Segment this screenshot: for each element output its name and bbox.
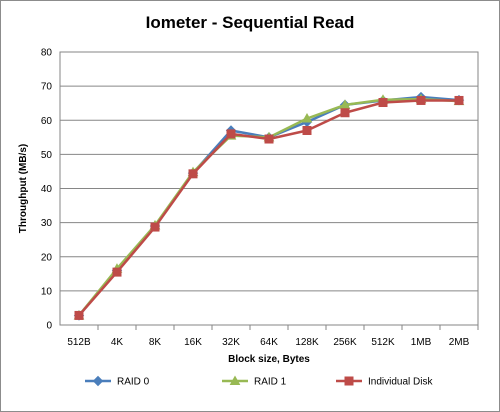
x-tick-label: 16K xyxy=(184,337,202,348)
legend-marker xyxy=(229,375,241,385)
legend-label: RAID 0 xyxy=(117,377,150,388)
data-point xyxy=(74,310,84,320)
x-tick-label: 256K xyxy=(333,337,357,348)
data-point xyxy=(454,95,464,105)
data-point xyxy=(264,134,274,144)
data-point xyxy=(188,169,198,179)
y-tick-label: 50 xyxy=(41,150,53,161)
y-axis-ticks: 0 10 20 30 40 50 60 70 80 xyxy=(41,48,53,332)
gridlines xyxy=(60,51,478,326)
data-point xyxy=(378,98,388,108)
series-line xyxy=(78,95,460,317)
x-axis-title: Block size, Bytes xyxy=(228,354,310,365)
x-tick-label: 4K xyxy=(111,337,124,348)
x-tick-label: 512B xyxy=(67,337,91,348)
data-point xyxy=(226,129,236,139)
series-individual-disk xyxy=(74,95,464,320)
legend-label: Individual Disk xyxy=(368,377,433,388)
y-tick-label: 30 xyxy=(41,218,53,229)
legend-marker xyxy=(344,376,354,386)
y-tick-label: 40 xyxy=(41,184,53,195)
chart-title: Iometer - Sequential Read xyxy=(146,13,355,32)
x-tick-label: 512K xyxy=(371,337,395,348)
data-point xyxy=(112,267,122,277)
data-point xyxy=(416,95,426,105)
y-tick-label: 0 xyxy=(46,321,52,332)
x-tick-label: 1MB xyxy=(411,337,432,348)
x-tick-label: 64K xyxy=(260,337,278,348)
x-tick-label: 2MB xyxy=(449,337,470,348)
y-tick-label: 60 xyxy=(41,116,53,127)
x-axis-ticks: 512B 4K 8K 16K 32K 64K 128K 256K 512K 1MB 2MB xyxy=(67,325,479,348)
x-tick-label: 32K xyxy=(222,337,240,348)
legend-label: RAID 1 xyxy=(254,377,287,388)
data-point xyxy=(150,222,160,232)
series-raid-0 xyxy=(73,91,465,321)
data-point xyxy=(340,108,350,118)
legend-marker xyxy=(92,375,104,387)
series-line xyxy=(78,97,460,317)
y-tick-label: 10 xyxy=(41,286,53,297)
y-tick-label: 80 xyxy=(41,48,53,59)
series-group xyxy=(73,91,465,321)
x-tick-label: 8K xyxy=(149,337,162,348)
series-raid-1 xyxy=(73,93,465,320)
plot-area xyxy=(59,51,479,326)
data-point xyxy=(302,125,312,135)
x-tick-label: 128K xyxy=(295,337,319,348)
legend: RAID 0 RAID 1 Individual Disk xyxy=(85,375,433,388)
y-axis-title: Throughput (MB/s) xyxy=(18,144,29,233)
data-point xyxy=(301,113,313,123)
y-tick-label: 70 xyxy=(41,82,53,93)
y-tick-label: 20 xyxy=(41,252,53,263)
